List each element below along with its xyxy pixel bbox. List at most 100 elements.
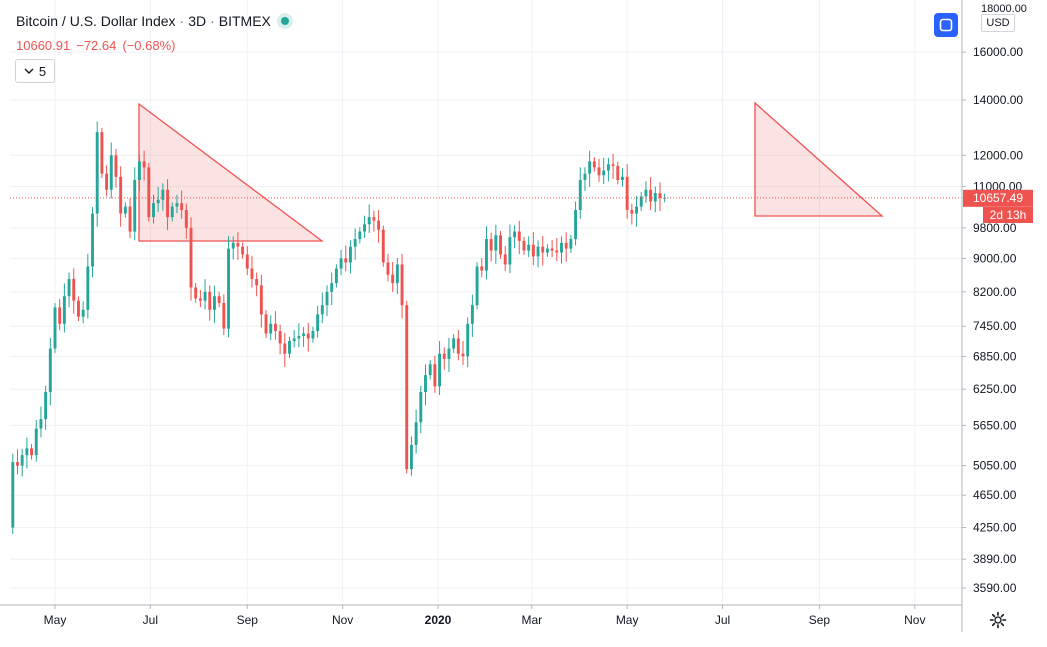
candle-down bbox=[128, 198, 132, 239]
candle-down bbox=[76, 296, 80, 322]
candle-down bbox=[16, 449, 19, 475]
candle-up bbox=[44, 385, 48, 431]
candle-up bbox=[447, 337, 451, 373]
candle-up bbox=[25, 437, 29, 469]
separator: · bbox=[210, 13, 215, 29]
y-tick-label: 3590.00 bbox=[973, 581, 1017, 595]
y-tick-label: 7450.00 bbox=[973, 319, 1017, 333]
candle-down bbox=[344, 245, 348, 272]
candle-down bbox=[611, 153, 615, 180]
candle-up bbox=[302, 327, 306, 347]
candle-up bbox=[288, 336, 291, 359]
auto-scale-button[interactable] bbox=[934, 13, 958, 37]
candle-down bbox=[306, 322, 310, 352]
x-tick-label: Sep bbox=[237, 613, 259, 627]
candle-down bbox=[114, 148, 118, 188]
candle-down bbox=[264, 310, 268, 338]
candle-up bbox=[602, 157, 606, 184]
candle-down bbox=[456, 329, 460, 361]
y-tick-label: 9000.00 bbox=[973, 251, 1017, 265]
candle-up bbox=[569, 234, 573, 253]
y-tick-label: 14000.00 bbox=[973, 93, 1023, 107]
candle-down bbox=[273, 311, 277, 340]
chart-grid bbox=[10, 0, 962, 605]
candle-down bbox=[442, 347, 446, 370]
candle-down bbox=[499, 231, 502, 259]
candle-down bbox=[278, 324, 282, 355]
candle-up bbox=[95, 121, 99, 227]
candle-up bbox=[583, 167, 587, 191]
candle-down bbox=[531, 232, 535, 266]
candle-up bbox=[363, 215, 366, 239]
candle-up bbox=[86, 253, 90, 319]
candle-down bbox=[259, 274, 263, 328]
candle-down bbox=[30, 444, 34, 460]
candle-up bbox=[470, 294, 474, 337]
candle-down bbox=[381, 225, 385, 267]
candle-down bbox=[433, 355, 437, 393]
symbol-header[interactable]: Bitcoin / U.S. Dollar Index · 3D · BITMEX bbox=[16, 13, 289, 29]
y-tick-label: 8200.00 bbox=[973, 285, 1017, 299]
candle-up bbox=[358, 227, 362, 244]
market-status-icon bbox=[280, 17, 289, 25]
candle-down bbox=[489, 232, 493, 262]
last-price-label: 10657.49 bbox=[973, 191, 1023, 205]
candle-up bbox=[508, 224, 512, 274]
candle-up bbox=[349, 240, 352, 274]
descending-triangle-2019[interactable] bbox=[138, 102, 324, 242]
y-tick-label: 16000.00 bbox=[973, 45, 1023, 59]
candle-up bbox=[269, 315, 273, 341]
candle-up bbox=[527, 236, 531, 258]
interval-label[interactable]: 3D bbox=[188, 13, 207, 29]
candle-up bbox=[231, 236, 235, 260]
candle-down bbox=[198, 289, 202, 308]
candle-up bbox=[621, 168, 624, 187]
candle-up bbox=[353, 228, 357, 260]
candle-up bbox=[536, 240, 540, 268]
currency-badge[interactable]: USD bbox=[981, 14, 1015, 32]
quote-line: 10660.91 −72.64 (−0.68%) bbox=[16, 38, 181, 53]
candle-down bbox=[400, 253, 404, 319]
candle-down bbox=[222, 294, 226, 336]
candle-down bbox=[194, 283, 198, 303]
settings-button[interactable] bbox=[987, 609, 1009, 631]
separator: · bbox=[179, 13, 185, 29]
candle-up bbox=[475, 262, 479, 310]
exchange-label: BITMEX bbox=[218, 13, 271, 29]
x-tick-label: Mar bbox=[521, 613, 542, 627]
candle-down bbox=[119, 166, 123, 227]
candle-down bbox=[100, 127, 104, 178]
candle-down bbox=[255, 272, 259, 297]
candle-up bbox=[578, 167, 582, 219]
price-scale[interactable]: 16000.0014000.0012000.0011000.009800.009… bbox=[962, 45, 1023, 595]
candle-down bbox=[147, 163, 151, 222]
candle-up bbox=[34, 420, 38, 462]
candle-down bbox=[372, 210, 376, 232]
indicators-toggle-button[interactable]: 5 bbox=[15, 59, 55, 83]
candle-down bbox=[386, 253, 390, 282]
candle-down bbox=[105, 165, 109, 197]
candle-down bbox=[241, 242, 245, 259]
candle-down bbox=[189, 217, 193, 301]
candle-up bbox=[175, 194, 179, 214]
candle-up bbox=[606, 157, 610, 182]
candle-up bbox=[494, 224, 498, 264]
time-scale[interactable]: May Jul Sep Nov 2020 Mar May Jul Sep Nov bbox=[44, 605, 926, 627]
x-tick-label: Sep bbox=[809, 613, 831, 627]
last-value: 10660.91 bbox=[16, 38, 71, 53]
candle-up bbox=[53, 303, 57, 353]
descending-triangle-2020[interactable] bbox=[754, 101, 884, 217]
candle-up bbox=[588, 150, 592, 187]
y-tick-label: 4650.00 bbox=[973, 488, 1017, 502]
candle-up bbox=[320, 292, 324, 324]
candle-up bbox=[395, 258, 399, 295]
symbol-name[interactable]: Bitcoin / U.S. Dollar Index bbox=[16, 13, 176, 29]
candle-up bbox=[311, 326, 315, 343]
indicator-count: 5 bbox=[38, 63, 47, 79]
x-tick-label: May bbox=[616, 613, 639, 627]
bar-countdown-label: 2d 13h bbox=[990, 208, 1027, 222]
candle-up bbox=[316, 305, 320, 338]
chevron-down-icon bbox=[24, 68, 34, 74]
candle-down bbox=[550, 240, 554, 258]
